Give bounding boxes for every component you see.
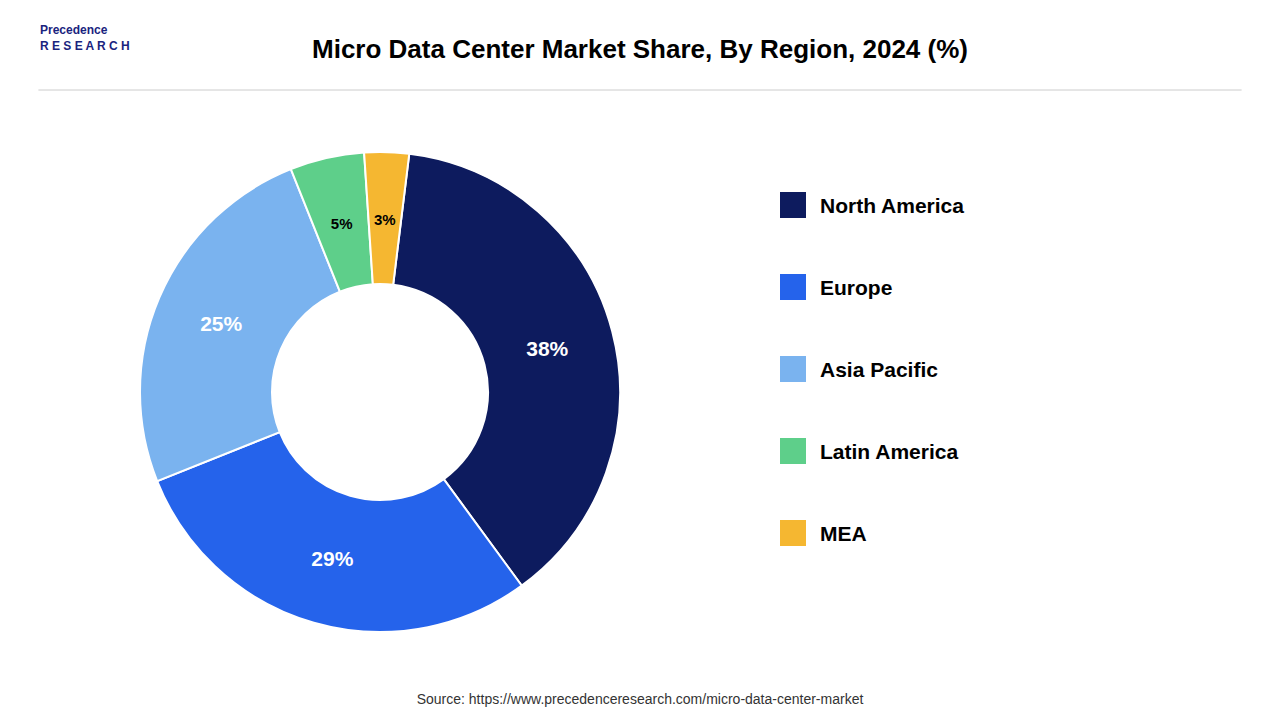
legend-swatch <box>780 274 806 300</box>
donut-slice <box>291 153 373 292</box>
logo-text: Precedence <box>40 23 108 37</box>
logo-text: R E S E A R C H <box>40 39 130 53</box>
legend-item: Latin America <box>780 438 958 464</box>
title-rule <box>38 90 1241 91</box>
legend-label: Asia Pacific <box>820 358 938 381</box>
data-label: 29% <box>311 547 353 570</box>
legend-item: North America <box>780 192 964 218</box>
data-labels: 38% 29% 25% 5% 3% <box>200 211 568 570</box>
donut <box>140 152 620 632</box>
data-label: 38% <box>526 337 568 360</box>
legend-label: Europe <box>820 276 892 299</box>
legend: North America Europe Asia Pacific Latin Ame… <box>780 192 964 546</box>
legend-label: Latin America <box>820 440 958 463</box>
chart-title: Micro Data Center Market Share, By Regio… <box>312 34 968 64</box>
legend-item: MEA <box>780 520 867 546</box>
chart-root: Micro Data Center Market Share, By Regio… <box>0 0 1280 720</box>
legend-label: MEA <box>820 522 867 545</box>
legend-swatch <box>780 520 806 546</box>
data-label: 3% <box>374 211 396 228</box>
legend-swatch <box>780 192 806 218</box>
legend-swatch <box>780 438 806 464</box>
data-label: 5% <box>331 215 353 232</box>
legend-swatch <box>780 356 806 382</box>
legend-label: North America <box>820 194 964 217</box>
donut-slice <box>364 152 409 285</box>
data-label: 25% <box>200 312 242 335</box>
donut-slice <box>157 432 522 632</box>
source-note: Source: https://www.precedenceresearch.c… <box>417 691 864 707</box>
legend-item: Europe <box>780 274 892 300</box>
legend-item: Asia Pacific <box>780 356 938 382</box>
